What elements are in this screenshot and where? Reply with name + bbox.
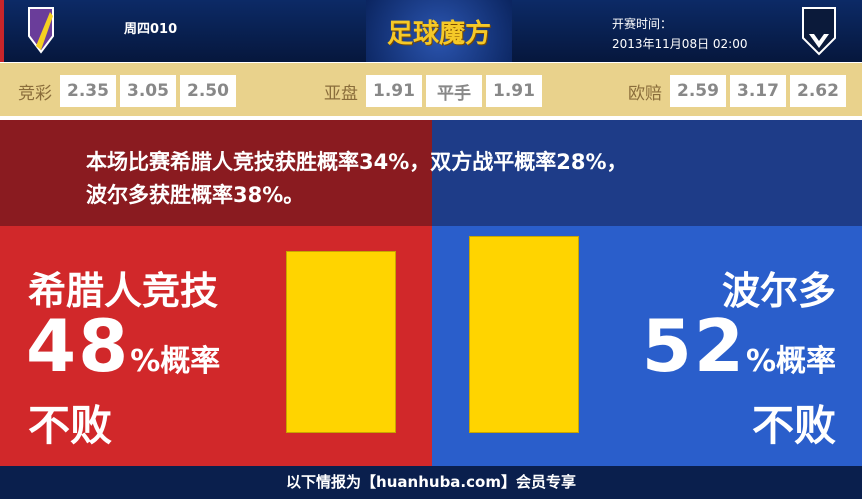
away-percent-value: 52 bbox=[641, 304, 746, 388]
odds-jingcai: 竞彩 2.35 3.05 2.50 bbox=[18, 75, 236, 107]
odds-value: 2.35 bbox=[60, 75, 116, 107]
odds-value: 3.17 bbox=[730, 75, 786, 107]
time-value: 2013年11月08日 02:00 bbox=[612, 37, 748, 51]
odds-value: 1.91 bbox=[486, 75, 542, 107]
home-percent-value: 48 bbox=[26, 304, 131, 388]
percent-unit: %概率 bbox=[130, 344, 221, 379]
away-panel: 波尔多 52 %概率 不败 bbox=[432, 226, 862, 466]
odds-label: 欧赔 bbox=[628, 83, 662, 104]
odds-value: 2.59 bbox=[670, 75, 726, 107]
prediction-summary: 本场比赛希腊人竞技获胜概率34%，双方战平概率28%， 波尔多获胜概率38%。 bbox=[86, 146, 806, 212]
divider bbox=[0, 116, 862, 120]
header: 周四010 足球魔方 开赛时间： 2013年11月08日 02:00 bbox=[0, 0, 862, 62]
members-only-footer[interactable]: 以下情报为【huanhuba.com】会员专享 bbox=[0, 466, 862, 499]
odds-value: 2.50 bbox=[180, 75, 236, 107]
summary-bg-home bbox=[0, 120, 432, 226]
kickoff-time: 开赛时间： 2013年11月08日 02:00 bbox=[612, 14, 747, 54]
home-panel: 希腊人竞技 48 %概率 不败 bbox=[0, 226, 432, 466]
odds-value: 1.91 bbox=[366, 75, 422, 107]
away-team-name: 波尔多 bbox=[721, 269, 836, 313]
odds-value: 3.05 bbox=[120, 75, 176, 107]
odds-bar: 竞彩 2.35 3.05 2.50 亚盘 1.91 平手 1.91 欧赔 2.5… bbox=[0, 62, 862, 116]
odds-value: 2.62 bbox=[790, 75, 846, 107]
home-probability-bar bbox=[286, 251, 396, 433]
home-team-name: 希腊人竞技 bbox=[28, 269, 219, 313]
summary-line: 本场比赛希腊人竞技获胜概率34%，双方战平概率28%， bbox=[86, 150, 628, 174]
summary-bg-away bbox=[432, 120, 862, 226]
odds-oupei: 欧赔 2.59 3.17 2.62 bbox=[628, 75, 846, 107]
away-team-logo bbox=[802, 7, 836, 56]
odds-label: 亚盘 bbox=[324, 83, 358, 104]
time-label: 开赛时间： bbox=[612, 17, 673, 31]
odds-value: 平手 bbox=[426, 75, 482, 107]
home-unbeaten-label: 不败 bbox=[28, 401, 113, 450]
percent-unit: %概率 bbox=[745, 344, 836, 379]
away-percent: 52 %概率 bbox=[642, 304, 836, 388]
away-unbeaten-label: 不败 bbox=[751, 401, 836, 450]
home-percent: 48 %概率 bbox=[26, 304, 220, 388]
summary-line: 波尔多获胜概率38%。 bbox=[86, 183, 305, 207]
odds-label: 竞彩 bbox=[18, 83, 52, 104]
brand-logo: 足球魔方 bbox=[366, 0, 512, 62]
odds-yapan: 亚盘 1.91 平手 1.91 bbox=[324, 75, 542, 107]
match-id: 周四010 bbox=[124, 22, 178, 37]
home-team-logo bbox=[28, 7, 54, 54]
away-probability-bar bbox=[469, 235, 579, 433]
